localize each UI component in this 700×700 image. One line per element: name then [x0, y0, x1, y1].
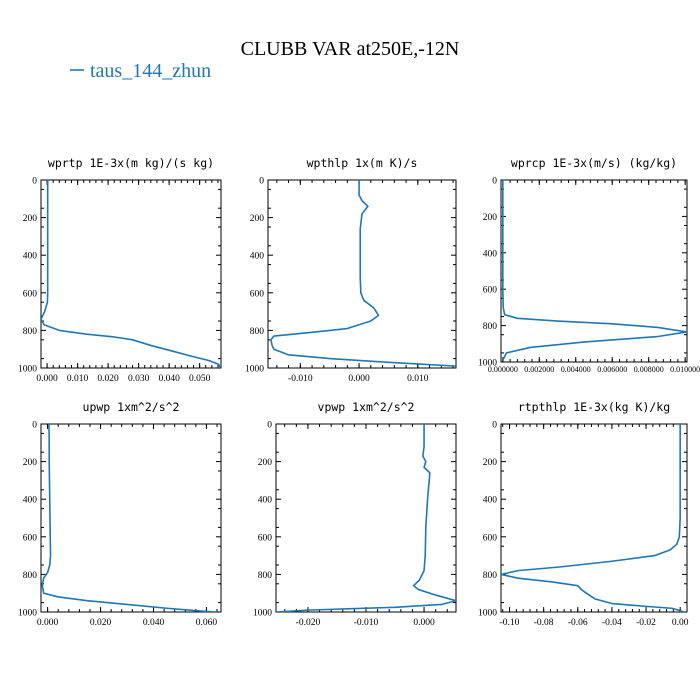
x-tick-label: 0.008000 — [634, 365, 664, 374]
x-tick-label: 0.000 — [348, 374, 370, 384]
y-tick-label: 0 — [259, 177, 264, 187]
x-tick-label: 0.004000 — [561, 365, 591, 374]
y-tick-label: 400 — [23, 252, 38, 262]
plot-frame — [500, 179, 688, 363]
panel-title: rtpthlp 1E-3x(kg K)/kg — [518, 400, 670, 414]
plot-frame — [500, 423, 688, 613]
x-tick-label: -0.06 — [568, 618, 588, 628]
y-tick-label: 200 — [258, 458, 273, 468]
panel-1: wprtp 1E-3x(m kg)/(s kg) 0 200 400 600 800 100… — [18, 156, 222, 384]
series-line — [41, 424, 218, 612]
panel-title: vpwp 1xm^2/s^2 — [318, 400, 415, 414]
y-tick-label: 1000 — [478, 359, 497, 369]
x-tick-label: -0.010 — [354, 618, 379, 628]
plot-frame — [275, 423, 457, 613]
x-tick-label: -0.04 — [602, 618, 622, 628]
y-tick-label: 0 — [492, 177, 497, 187]
x-tick-label: 0.020 — [90, 618, 112, 628]
plot-frame — [40, 423, 222, 613]
x-tick-label: -0.020 — [296, 618, 321, 628]
x-tick-label: 0.020 — [97, 374, 119, 384]
x-tick-label: 0.002000 — [524, 365, 554, 374]
panel-5: vpwp 1xm^2/s^2 0 200 400 600 800 1000 -0.020 -0.… — [253, 400, 457, 628]
legend: taus_144_zhun — [70, 60, 211, 82]
y-tick-label: 800 — [483, 571, 498, 581]
x-tick-label: -0.08 — [534, 618, 554, 628]
y-tick-label: 600 — [258, 533, 273, 543]
y-tick-label: 0 — [267, 421, 272, 431]
y-tick-label: 600 — [250, 289, 265, 299]
y-tick-label: 800 — [258, 571, 273, 581]
y-tick-label: 200 — [23, 458, 38, 468]
y-tick-label: 1000 — [253, 609, 272, 619]
panel-2: wpthlp 1x(m K)/s 0 200 400 600 800 1000 -0.010 0… — [245, 156, 457, 384]
y-tick-label: 400 — [483, 496, 498, 506]
y-tick-label: 800 — [23, 571, 38, 581]
y-tick-label: 800 — [483, 322, 498, 332]
plot-frame — [40, 179, 222, 369]
series-line — [502, 180, 687, 361]
x-tick-label: 0.000 — [36, 374, 58, 384]
x-tick-label: 0.030 — [128, 374, 150, 384]
panel-3: wprcp 1E-3x(m/s) (kg/kg) 0 200 400 600 800 100… — [478, 156, 700, 374]
panel-title: upwp 1xm^2/s^2 — [83, 400, 180, 414]
x-tick-label: 0.050 — [189, 374, 211, 384]
y-tick-label: 0 — [492, 421, 497, 431]
x-tick-label: 0.060 — [196, 618, 218, 628]
x-tick-label: 0.000 — [413, 618, 435, 628]
y-tick-label: 200 — [250, 214, 265, 224]
y-tick-label: 0 — [32, 177, 37, 187]
x-tick-label: 0.00 — [672, 618, 689, 628]
y-tick-label: 600 — [23, 533, 38, 543]
y-tick-label: 400 — [23, 496, 38, 506]
x-tick-label: 0.010 — [67, 374, 89, 384]
x-tick-label: 0.040 — [143, 618, 165, 628]
x-tick-label: 0.040 — [158, 374, 180, 384]
x-tick-label: 0.000 — [37, 618, 59, 628]
y-tick-label: 1000 — [478, 609, 497, 619]
panel-title: wprcp 1E-3x(m/s) (kg/kg) — [511, 156, 677, 170]
y-tick-label: 0 — [32, 421, 37, 431]
x-tick-label: 0.010 — [407, 374, 429, 384]
y-tick-label: 600 — [483, 286, 498, 296]
y-tick-label: 200 — [483, 458, 498, 468]
y-tick-label: 600 — [483, 533, 498, 543]
y-tick-label: 200 — [23, 214, 38, 224]
x-tick-label: -0.10 — [500, 618, 520, 628]
y-tick-label: 800 — [250, 327, 265, 337]
panel-title: wprtp 1E-3x(m kg)/(s kg) — [48, 156, 214, 170]
series-line — [276, 424, 456, 612]
y-tick-label: 800 — [23, 327, 38, 337]
series-line — [270, 180, 456, 367]
panel-title: wpthlp 1x(m K)/s — [307, 156, 418, 170]
x-tick-label: -0.010 — [288, 374, 313, 384]
y-tick-label: 1000 — [18, 365, 37, 375]
panel-6: rtpthlp 1E-3x(kg K)/kg02004006008001000-… — [478, 400, 689, 628]
series-line — [501, 424, 684, 612]
y-tick-label: 400 — [258, 496, 273, 506]
y-tick-label: 1000 — [18, 609, 37, 619]
series-line — [41, 180, 221, 368]
x-tick-label: 0.000000 — [488, 365, 518, 374]
figure-title: CLUBB VAR at250E,-12N — [241, 38, 460, 60]
x-tick-label: 0.010000 — [670, 365, 700, 374]
x-tick-label: -0.02 — [636, 618, 656, 628]
plot-frame — [267, 179, 457, 369]
x-tick-label: 0.006000 — [597, 365, 627, 374]
y-tick-label: 600 — [23, 289, 38, 299]
y-tick-label: 1000 — [245, 365, 264, 375]
legend-label: taus_144_zhun — [90, 60, 211, 82]
y-tick-label: 200 — [483, 213, 498, 223]
y-tick-label: 400 — [250, 252, 265, 262]
panel-4: upwp 1xm^2/s^2 0 200 400 600 800 10000.000 0.02… — [18, 400, 222, 628]
y-tick-label: 400 — [483, 249, 498, 259]
